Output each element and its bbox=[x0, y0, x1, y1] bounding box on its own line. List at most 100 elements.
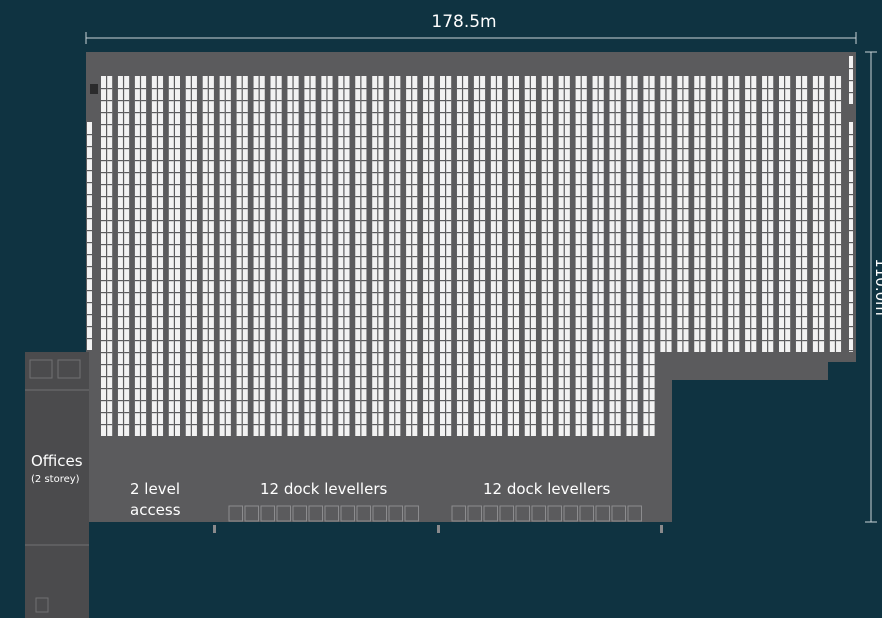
rack-bay-divider bbox=[446, 88, 452, 90]
rack-bay-divider bbox=[734, 100, 740, 102]
rack-bay-divider bbox=[107, 316, 113, 318]
rack-bay-divider bbox=[745, 256, 751, 258]
rack-bay-divider bbox=[378, 400, 384, 402]
rack-bay-divider bbox=[287, 100, 293, 102]
rack-bay-divider bbox=[564, 184, 570, 186]
rack-bay-divider bbox=[490, 328, 496, 330]
rack-bay-divider bbox=[242, 376, 248, 378]
rack-bay-divider bbox=[507, 232, 513, 234]
rack-bay-divider bbox=[395, 316, 401, 318]
rack-bay-divider bbox=[304, 376, 310, 378]
rack-bay-divider bbox=[293, 328, 299, 330]
rack-bay-divider bbox=[456, 136, 462, 138]
rack-bay-divider bbox=[762, 244, 768, 246]
rack-bay-divider bbox=[412, 220, 418, 222]
rack-bay-divider bbox=[694, 160, 700, 162]
rack-bay-divider bbox=[779, 268, 784, 270]
rack-bay-divider bbox=[524, 304, 530, 306]
rack-bay-divider bbox=[795, 112, 801, 114]
rack-bay-divider bbox=[615, 136, 621, 138]
rack-bay-divider bbox=[829, 196, 835, 198]
rack-bay-divider bbox=[541, 196, 547, 198]
rack-bay-divider bbox=[795, 100, 801, 102]
rack-bay-divider bbox=[581, 124, 587, 126]
rack-bay-divider bbox=[287, 208, 293, 210]
rack-bay-divider bbox=[643, 316, 649, 318]
rack-bay-divider bbox=[117, 148, 123, 150]
rack-bay-divider bbox=[378, 124, 384, 126]
rack-bay-divider bbox=[219, 112, 225, 114]
rack-bay-divider bbox=[225, 100, 231, 102]
rack-bay-divider bbox=[236, 400, 242, 402]
rack-bay-divider bbox=[429, 388, 435, 390]
rack-bay-divider bbox=[745, 196, 751, 198]
rack-bay-divider bbox=[107, 424, 113, 426]
rack-bay-divider bbox=[429, 136, 435, 138]
rack-bay-divider bbox=[429, 256, 435, 258]
rack-bay-divider bbox=[592, 196, 598, 198]
rack-bay-divider bbox=[406, 388, 412, 390]
rack-bay-divider bbox=[751, 244, 757, 246]
rack-bay-divider bbox=[592, 340, 598, 342]
rack-bay-divider bbox=[592, 136, 598, 138]
rack-bay-divider bbox=[107, 376, 113, 378]
rack-bay-divider bbox=[768, 172, 774, 174]
rack-bay-divider bbox=[276, 124, 282, 126]
rack-bay-divider bbox=[378, 100, 384, 102]
rack-bay-divider bbox=[785, 232, 791, 234]
rack-bay-divider bbox=[541, 388, 547, 390]
rack-bay-divider bbox=[395, 148, 401, 150]
rack-bay-divider bbox=[219, 196, 225, 198]
rack-bay-divider bbox=[497, 220, 503, 222]
rack-bay-divider bbox=[547, 364, 553, 366]
rack-bay-divider bbox=[768, 304, 774, 306]
rack-bay-divider bbox=[293, 340, 299, 342]
rack-bay-divider bbox=[609, 352, 615, 354]
rack-bay-divider bbox=[836, 292, 842, 294]
rack-bay-divider bbox=[270, 340, 276, 342]
rack-bay-divider bbox=[191, 88, 197, 90]
rack-bay-divider bbox=[609, 208, 615, 210]
rack-bay-divider bbox=[361, 424, 367, 426]
rack-bay-divider bbox=[440, 232, 445, 234]
rack-bay-divider bbox=[683, 88, 689, 90]
rack-bay-divider bbox=[287, 352, 293, 354]
rack-bay-divider bbox=[185, 352, 191, 354]
rack-bay-divider bbox=[490, 100, 496, 102]
rack-bay-divider bbox=[429, 340, 435, 342]
rack-bay-divider bbox=[762, 328, 768, 330]
rack-bay-divider bbox=[355, 244, 361, 246]
rack-bay-divider bbox=[456, 340, 462, 342]
rack-bay-divider bbox=[581, 400, 587, 402]
rack-bay-divider bbox=[87, 218, 92, 220]
rack-bay-divider bbox=[338, 88, 344, 90]
rack-bay-divider bbox=[440, 208, 445, 210]
rack-bay-divider bbox=[779, 232, 784, 234]
rack-bay-divider bbox=[219, 376, 225, 378]
rack-bay-divider bbox=[293, 88, 299, 90]
rack-bay-divider bbox=[795, 244, 801, 246]
rack-bay-divider bbox=[117, 160, 123, 162]
rack-bay-divider bbox=[185, 172, 191, 174]
rack-bay-divider bbox=[208, 364, 214, 366]
rack-bay-divider bbox=[107, 328, 113, 330]
rack-bay-divider bbox=[202, 364, 208, 366]
rack-bay-divider bbox=[547, 400, 553, 402]
rack-bay-divider bbox=[423, 400, 429, 402]
rack-bay-divider bbox=[208, 124, 214, 126]
rack-bay-divider bbox=[107, 256, 113, 258]
rack-bay-divider bbox=[849, 134, 853, 136]
dock-door bbox=[563, 505, 578, 522]
rack-bay-divider bbox=[456, 328, 462, 330]
rack-bay-divider bbox=[564, 364, 570, 366]
rack-bay-divider bbox=[779, 184, 784, 186]
rack-bay-divider bbox=[666, 304, 672, 306]
rack-bay-divider bbox=[507, 160, 513, 162]
rack-bay-divider bbox=[497, 208, 503, 210]
rack-bay-divider bbox=[202, 100, 208, 102]
rack-bay-divider bbox=[327, 184, 333, 186]
rack-bay-divider bbox=[361, 88, 367, 90]
rack-bay-divider bbox=[497, 304, 503, 306]
rack-bay-divider bbox=[507, 268, 513, 270]
rack-bay-divider bbox=[649, 268, 655, 270]
